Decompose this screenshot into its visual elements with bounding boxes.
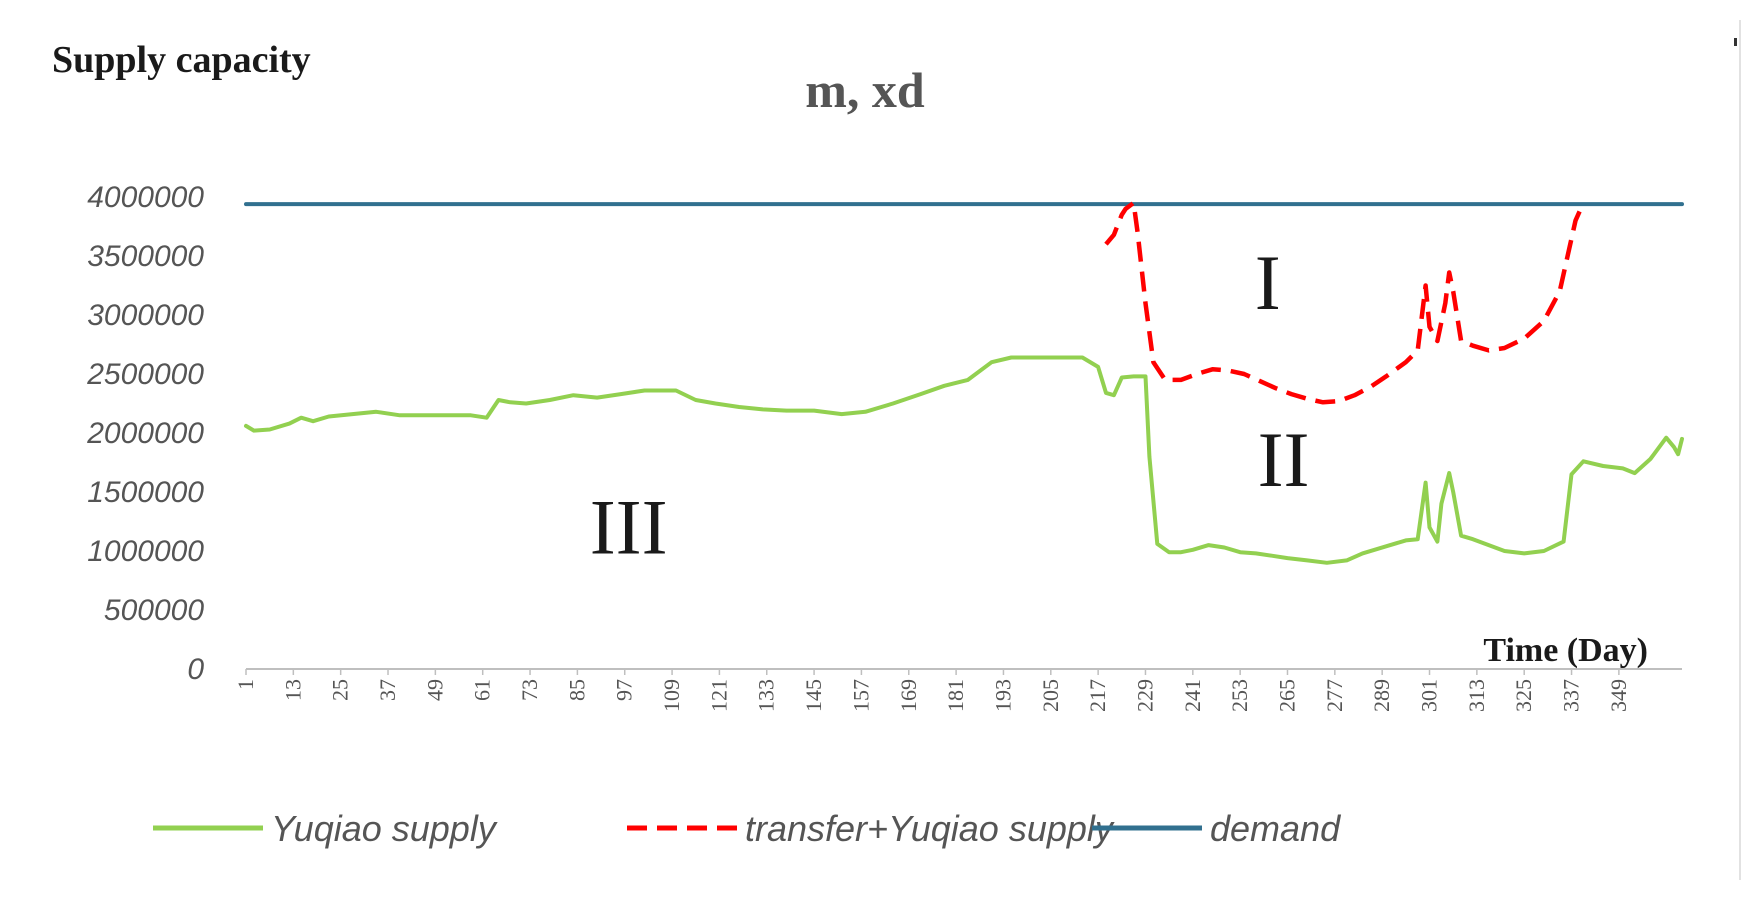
x-tick-label: 253: [1227, 679, 1252, 712]
x-tick-label: 121: [706, 679, 731, 712]
legend-label: demand: [1210, 808, 1341, 849]
x-tick-label: 229: [1132, 679, 1157, 712]
y-tick-label: 0: [187, 653, 204, 686]
x-axis-ticks: 1 13 25 37 49 61 73 85 97 109 121 133 145 157 169 181 19…: [233, 669, 1631, 712]
x-tick-label: 325: [1511, 679, 1536, 712]
x-tick-label: 25: [328, 679, 353, 701]
x-tick-label: 61: [470, 679, 495, 701]
y-tick-label: 3500000: [87, 240, 204, 273]
unit-label: m, xd: [805, 62, 925, 118]
legend: Yuqiao supply transfer+Yuqiao supply deman…: [153, 808, 1341, 849]
series-line-transfer-yuqiao-supply: [1104, 200, 1586, 405]
x-tick-label: 169: [896, 679, 921, 712]
x-tick-label: 265: [1274, 679, 1299, 712]
x-tick-label: 349: [1606, 679, 1631, 712]
x-tick-label: 97: [612, 679, 637, 701]
right-edge-decoration: [1734, 20, 1741, 880]
region-label: III: [590, 483, 668, 570]
region-label: I: [1255, 239, 1281, 326]
x-tick-label: 1: [233, 679, 258, 690]
x-tick-label: 193: [990, 679, 1015, 712]
x-axis-label: Time (Day): [1483, 632, 1648, 669]
legend-label: Yuqiao supply: [271, 808, 498, 849]
region-label: II: [1258, 416, 1310, 503]
x-tick-label: 205: [1038, 679, 1063, 712]
series-layer: [244, 200, 1684, 565]
x-tick-label: 337: [1559, 679, 1584, 712]
series-line-yuqiao-supply: [244, 355, 1684, 565]
x-tick-label: 241: [1180, 679, 1205, 712]
y-axis-ticks: 0 500000 1000000 1500000 2000000 2500000 30000…: [86, 181, 204, 686]
x-tick-label: 133: [754, 679, 779, 712]
x-tick-label: 217: [1085, 679, 1110, 712]
y-tick-label: 1500000: [87, 476, 204, 509]
y-tick-label: 500000: [104, 594, 204, 627]
x-tick-label: 49: [422, 679, 447, 701]
y-tick-label: 1000000: [87, 535, 204, 568]
x-tick-label: 289: [1369, 679, 1394, 712]
y-tick-label: 2500000: [86, 358, 204, 391]
x-tick-label: 301: [1417, 679, 1442, 712]
x-tick-label: 73: [517, 679, 542, 701]
y-tick-label: 3000000: [87, 299, 204, 332]
y-tick-label: 4000000: [87, 181, 204, 214]
x-tick-label: 145: [801, 679, 826, 712]
x-tick-label: 313: [1464, 679, 1489, 712]
y-axis-label: Supply capacity: [52, 39, 311, 81]
x-tick-label: 157: [848, 679, 873, 712]
x-tick-label: 37: [375, 679, 400, 701]
x-tick-label: 181: [943, 679, 968, 712]
legend-label: transfer+Yuqiao supply: [745, 808, 1115, 849]
x-tick-label: 85: [564, 679, 589, 701]
x-tick-label: 109: [659, 679, 684, 712]
y-tick-label: 2000000: [86, 417, 204, 450]
x-tick-label: 277: [1322, 679, 1347, 712]
x-tick-label: 13: [280, 679, 305, 701]
